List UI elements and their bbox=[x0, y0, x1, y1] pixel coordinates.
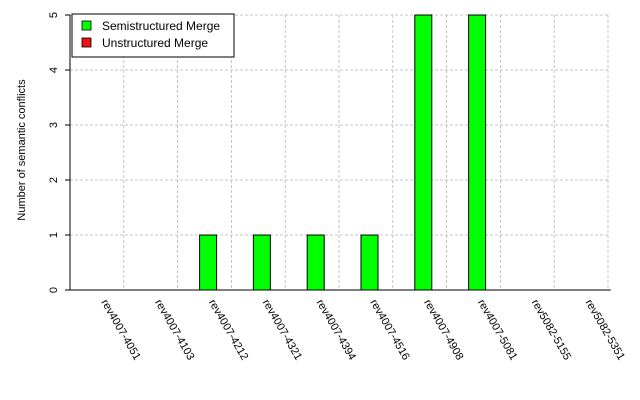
y-ticks: 0 1 2 3 4 5 bbox=[48, 12, 70, 293]
legend: Semistructured Merge Unstructured Merge bbox=[71, 13, 235, 58]
axes bbox=[69, 15, 608, 291]
x-tick-label: rev4007-4051 bbox=[98, 298, 142, 363]
bar-semistructured-rev4007-5081 bbox=[468, 14, 487, 291]
y-tick-label: 4 bbox=[48, 67, 60, 73]
legend-box bbox=[71, 13, 235, 58]
x-tick-label: rev4007-4394 bbox=[314, 298, 358, 363]
y-tick-label: 1 bbox=[48, 232, 60, 238]
x-tick-label: rev4007-4321 bbox=[260, 298, 304, 363]
bar-semistructured-rev4007-4212 bbox=[199, 234, 218, 291]
bar-semistructured-rev4007-4908 bbox=[414, 14, 433, 291]
bar-semistructured-rev4007-4516 bbox=[360, 234, 379, 291]
bars bbox=[91, 14, 611, 291]
y-tick-label: 0 bbox=[48, 287, 60, 293]
x-tick-label: rev4007-4516 bbox=[367, 298, 411, 363]
x-tick-label: rev4007-4212 bbox=[206, 298, 250, 363]
grid bbox=[70, 14, 609, 290]
y-tick-label: 2 bbox=[48, 177, 60, 183]
legend-label-semistructured: Semistructured Merge bbox=[102, 19, 220, 33]
x-tick-label: rev5082-5351 bbox=[583, 298, 627, 363]
x-tick-label: rev4007-4908 bbox=[421, 298, 465, 363]
y-tick-label: 5 bbox=[48, 12, 60, 18]
x-tick-label: rev4007-5081 bbox=[475, 298, 519, 363]
legend-swatch-semistructured bbox=[81, 20, 92, 31]
x-tick-label: rev4007-4103 bbox=[152, 298, 196, 363]
y-axis-title: Number of semantic conflicts bbox=[16, 79, 28, 221]
bar-semistructured-rev4007-4321 bbox=[252, 234, 271, 291]
y-tick-label: 3 bbox=[48, 122, 60, 128]
legend-swatch-unstructured bbox=[81, 37, 92, 48]
legend-label-unstructured: Unstructured Merge bbox=[102, 36, 208, 50]
bar-semistructured-rev4007-4394 bbox=[306, 234, 325, 291]
x-tick-labels: rev4007-4051 rev4007-4103 rev4007-4212 rev4… bbox=[98, 298, 627, 363]
x-tick-label: rev5082-5155 bbox=[529, 298, 573, 363]
